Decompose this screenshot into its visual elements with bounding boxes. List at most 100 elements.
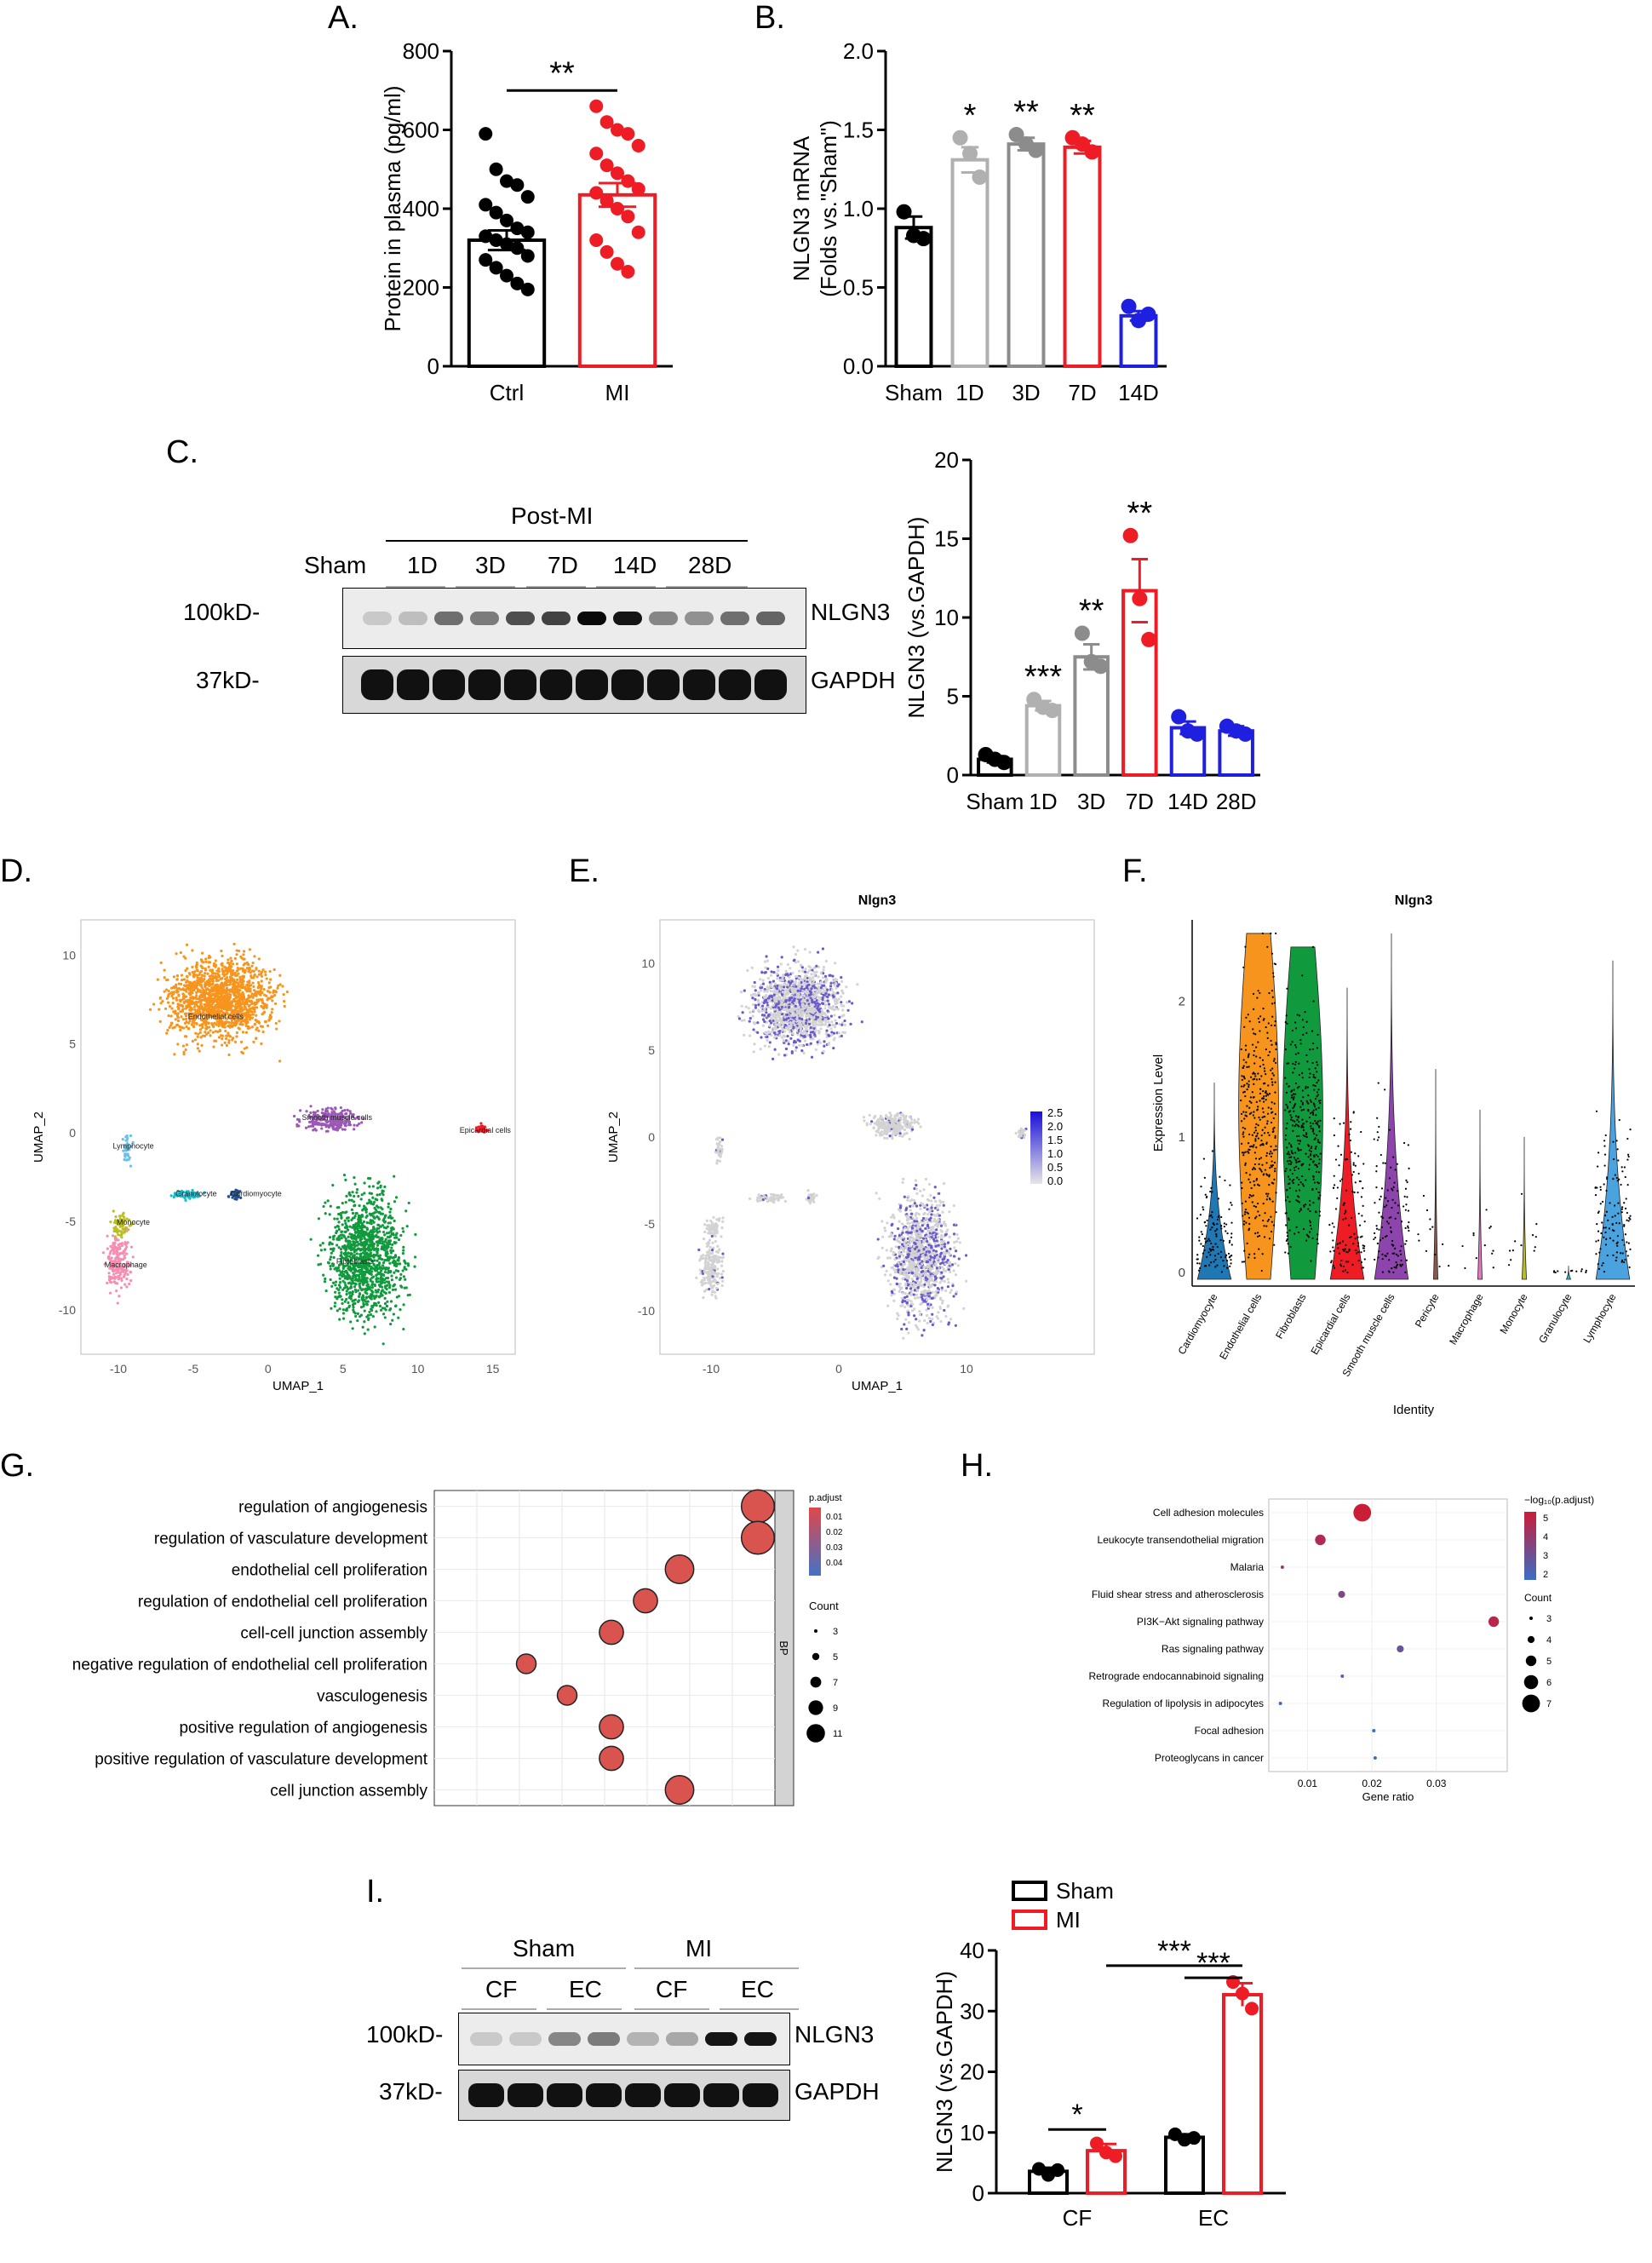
cell-point bbox=[759, 978, 762, 981]
cell-point bbox=[802, 1051, 806, 1054]
cell-point bbox=[207, 965, 210, 968]
cell-point bbox=[797, 992, 800, 997]
cell-point bbox=[384, 1254, 387, 1257]
significance-label: *** bbox=[1024, 659, 1063, 695]
cell-point bbox=[244, 998, 248, 1002]
cell-point bbox=[177, 993, 181, 997]
cell-point bbox=[235, 1035, 238, 1038]
cell-point bbox=[383, 1249, 387, 1252]
cell-point bbox=[368, 1185, 371, 1188]
cell-point bbox=[821, 984, 824, 987]
cell-point bbox=[215, 995, 219, 998]
cell-point bbox=[743, 1033, 746, 1037]
cell-point bbox=[207, 961, 210, 964]
cell-point bbox=[387, 1202, 390, 1205]
cell-point bbox=[317, 1114, 320, 1117]
cell-point bbox=[242, 950, 246, 953]
cell-point bbox=[253, 1008, 256, 1011]
cell-point bbox=[795, 1008, 799, 1011]
cell-point bbox=[233, 971, 237, 974]
x-tick-label: 7D bbox=[1068, 380, 1096, 405]
cell-point bbox=[205, 1032, 209, 1036]
cell-point bbox=[242, 953, 245, 956]
cell-point bbox=[375, 1310, 378, 1313]
cell-point bbox=[827, 993, 830, 997]
cell-point bbox=[386, 1235, 390, 1239]
cell-point bbox=[213, 992, 216, 997]
cell-point bbox=[186, 967, 189, 970]
cell-point bbox=[777, 968, 780, 973]
cell-point bbox=[112, 1280, 116, 1284]
cell-point bbox=[198, 996, 202, 1000]
cell-point bbox=[849, 1022, 852, 1025]
blot-c-lane-line-3 bbox=[526, 586, 586, 588]
cell-point bbox=[336, 1206, 339, 1209]
cell-point bbox=[122, 1212, 125, 1215]
cell-point bbox=[175, 1024, 179, 1027]
cell-point bbox=[743, 1019, 746, 1022]
cell-point bbox=[796, 949, 800, 952]
cell-point bbox=[218, 1009, 221, 1013]
cell-point bbox=[384, 1214, 387, 1217]
cell-point bbox=[239, 994, 243, 997]
cell-point bbox=[163, 1007, 168, 1011]
cell-point bbox=[185, 1017, 188, 1020]
cell-point bbox=[176, 1019, 181, 1023]
cell-point bbox=[231, 990, 234, 993]
cluster-label: Granulocyte bbox=[175, 1190, 217, 1198]
cell-point bbox=[293, 1114, 296, 1118]
cell-point bbox=[269, 978, 272, 981]
cell-point bbox=[830, 1020, 834, 1024]
data-point bbox=[1028, 142, 1044, 158]
cell-point bbox=[169, 1014, 173, 1018]
cell-point bbox=[109, 1221, 112, 1224]
cell-point bbox=[349, 1297, 353, 1301]
cell-point bbox=[753, 985, 756, 989]
data-point bbox=[479, 253, 493, 267]
cell-point bbox=[837, 1031, 840, 1035]
cell-point bbox=[856, 983, 859, 986]
cell-point bbox=[792, 1043, 795, 1047]
cell-point bbox=[800, 993, 804, 997]
cell-point bbox=[391, 1243, 394, 1246]
cell-point bbox=[337, 1269, 341, 1272]
cell-point bbox=[361, 1296, 364, 1300]
cell-point bbox=[163, 968, 166, 972]
cell-point bbox=[255, 1019, 259, 1023]
cell-point bbox=[184, 1014, 188, 1018]
cell-point bbox=[244, 1007, 248, 1010]
cell-point bbox=[376, 1215, 379, 1219]
cell-point bbox=[251, 996, 255, 999]
cell-point bbox=[377, 1301, 381, 1304]
cell-point bbox=[191, 1039, 194, 1043]
cell-point bbox=[345, 1111, 348, 1116]
cell-point bbox=[125, 1269, 129, 1272]
cell-point bbox=[339, 1125, 342, 1129]
cell-point bbox=[181, 988, 185, 991]
cell-point bbox=[357, 1116, 360, 1120]
data-point bbox=[621, 210, 635, 224]
cell-point bbox=[828, 1034, 831, 1037]
cell-point bbox=[192, 1005, 196, 1008]
cell-point bbox=[479, 1122, 483, 1125]
cell-point bbox=[750, 966, 754, 969]
cell-point bbox=[353, 1216, 356, 1220]
cell-point bbox=[776, 977, 779, 980]
y-tick-label: 5 bbox=[69, 1037, 76, 1051]
cell-point bbox=[336, 1217, 339, 1221]
cell-point bbox=[359, 1282, 362, 1285]
cell-point bbox=[340, 1230, 344, 1233]
cell-point bbox=[363, 1332, 366, 1335]
cell-point bbox=[477, 1129, 480, 1133]
cell-point bbox=[257, 957, 261, 961]
cell-point bbox=[330, 1255, 333, 1259]
cell-point bbox=[215, 999, 219, 1002]
cell-point bbox=[249, 1014, 252, 1017]
cell-point bbox=[129, 1145, 133, 1148]
cell-point bbox=[368, 1287, 371, 1290]
cell-point bbox=[158, 997, 162, 1000]
data-point bbox=[589, 233, 604, 247]
cell-point bbox=[278, 974, 282, 977]
cell-point bbox=[229, 1015, 232, 1019]
cell-point bbox=[370, 1245, 375, 1249]
